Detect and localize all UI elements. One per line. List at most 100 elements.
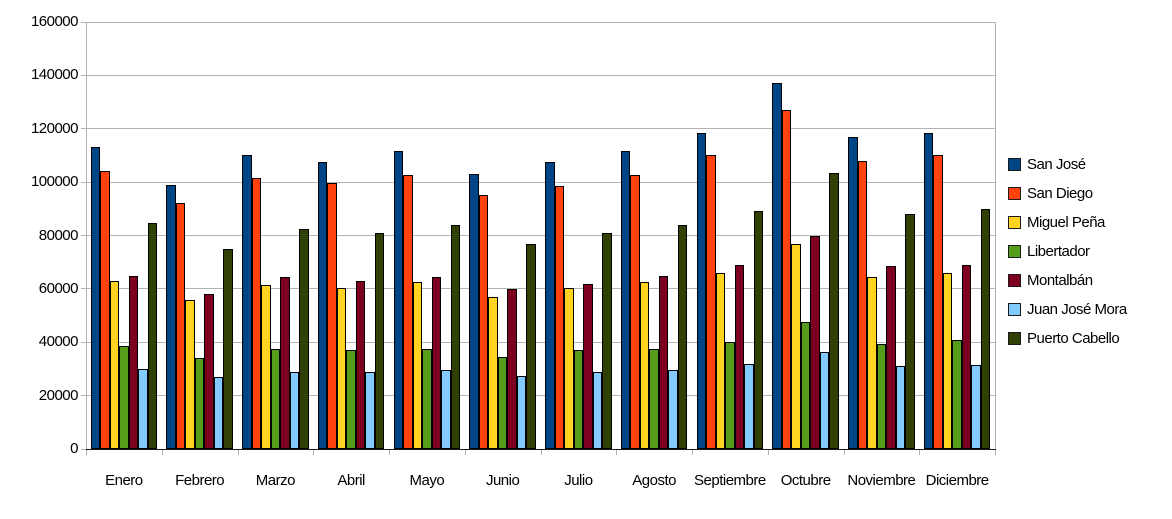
legend-swatch (1008, 303, 1021, 316)
bar-montalbán-abril (355, 280, 366, 449)
legend-item-libertador: Libertador (1008, 237, 1127, 266)
bar-libertador-marzo (270, 348, 281, 449)
x-axis-tick (995, 450, 996, 455)
y-axis-tick (81, 341, 86, 343)
bar-san-josé-mayo (393, 151, 404, 449)
bar-san-diego-agosto (630, 175, 640, 449)
bar-puerto-cabello-octubre (829, 172, 839, 449)
bar-miguel-peña-junio (488, 296, 498, 449)
bar-puerto-cabello-mayo (450, 224, 461, 449)
x-axis-label: Noviembre (847, 472, 916, 489)
legend-swatch (1008, 158, 1021, 171)
y-axis-label: 60000 (38, 279, 79, 297)
bar-puerto-cabello-junio (526, 243, 536, 449)
bar-san-diego-marzo (251, 178, 262, 449)
bar-san-diego-febrero (175, 203, 186, 449)
bar-miguel-peña-noviembre (867, 276, 877, 449)
legend-label: Juan José Mora (1027, 301, 1127, 318)
gridline (86, 128, 995, 130)
bar-miguel-peña-septiembre (715, 272, 726, 449)
x-axis-label: Octubre (780, 472, 831, 489)
legend-item-miguel-peña: Miguel Peña (1008, 208, 1127, 237)
legend-label: Miguel Peña (1027, 214, 1105, 231)
bar-montalbán-febrero (204, 294, 214, 449)
bar-juan-josé-mora-julio (592, 371, 603, 449)
bar-juan-josé-mora-agosto (668, 370, 678, 449)
legend-swatch (1008, 245, 1021, 258)
bar-san-josé-diciembre (923, 132, 934, 449)
bar-miguel-peña-agosto (639, 282, 650, 449)
bar-san-josé-junio (469, 174, 479, 449)
gridline (86, 21, 995, 23)
x-axis-label: Diciembre (925, 472, 990, 489)
bar-montalbán-noviembre (886, 266, 896, 449)
bar-montalbán-enero (128, 275, 139, 449)
gridline (86, 288, 995, 290)
bar-libertador-noviembre (876, 343, 887, 449)
bar-san-diego-noviembre (857, 160, 868, 449)
bar-juan-josé-mora-septiembre (744, 363, 754, 449)
bar-juan-josé-mora-febrero (213, 376, 224, 449)
x-axis-label: Marzo (255, 472, 296, 489)
bar-puerto-cabello-marzo (299, 228, 309, 449)
bar-miguel-peña-octubre (791, 243, 801, 449)
bar-libertador-diciembre (952, 339, 962, 449)
x-axis-label: Febrero (175, 472, 225, 489)
bar-miguel-peña-abril (336, 287, 347, 449)
y-axis-tick (81, 235, 86, 236)
x-axis-tick (767, 450, 769, 455)
x-axis-label: Septiembre (694, 472, 766, 489)
bar-montalbán-octubre (810, 235, 820, 449)
bar-san-josé-marzo (242, 155, 252, 449)
bar-juan-josé-mora-noviembre (895, 366, 906, 449)
x-axis-tick (389, 450, 390, 455)
legend-label: San Diego (1027, 185, 1093, 202)
x-axis-tick (86, 450, 87, 455)
bar-san-josé-enero (90, 147, 101, 449)
bar-san-diego-septiembre (706, 155, 716, 449)
bar-puerto-cabello-febrero (223, 248, 233, 449)
y-axis-tick (81, 288, 86, 290)
bar-san-diego-julio (554, 186, 565, 449)
bar-miguel-peña-febrero (185, 299, 195, 449)
y-axis-tick (81, 128, 86, 130)
bar-libertador-julio (573, 350, 584, 449)
y-axis-label: 0 (70, 440, 78, 457)
y-axis-tick (81, 448, 86, 450)
bar-montalbán-agosto (658, 275, 669, 449)
bar-san-josé-agosto (620, 151, 631, 449)
x-axis-tick (616, 450, 618, 455)
x-axis-label: Agosto (632, 472, 676, 489)
legend-item-montalbán: Montalbán (1008, 266, 1127, 295)
bar-san-josé-julio (545, 162, 555, 449)
bar-juan-josé-mora-mayo (441, 370, 451, 449)
legend-item-puerto-cabello: Puerto Cabello (1008, 324, 1127, 353)
bar-montalbán-junio (507, 288, 517, 449)
bar-puerto-cabello-diciembre (980, 208, 991, 449)
y-axis-label: 160000 (30, 13, 79, 30)
bar-san-diego-abril (327, 183, 337, 449)
bar-miguel-peña-diciembre (942, 272, 953, 449)
legend-item-san-josé: San José (1008, 150, 1127, 179)
legend-label: San José (1027, 156, 1086, 173)
legend-item-san-diego: San Diego (1008, 179, 1127, 208)
bar-puerto-cabello-enero (147, 223, 158, 449)
bar-san-diego-enero (100, 171, 110, 449)
bar-libertador-febrero (194, 358, 205, 449)
legend-label: Montalbán (1027, 272, 1093, 289)
legend-swatch (1008, 216, 1021, 229)
y-axis-tick (81, 395, 86, 397)
x-axis-tick (237, 450, 239, 455)
bar-montalbán-marzo (280, 276, 290, 449)
bar-juan-josé-mora-octubre (819, 351, 830, 449)
gridline (86, 395, 995, 397)
x-axis-label: Abril (337, 472, 365, 489)
bar-san-josé-octubre (772, 83, 782, 449)
bar-san-diego-junio (478, 195, 489, 449)
bar-juan-josé-mora-abril (365, 371, 375, 449)
bar-libertador-agosto (649, 348, 659, 449)
bar-puerto-cabello-agosto (677, 224, 688, 449)
y-axis-label: 20000 (38, 386, 79, 404)
bar-san-diego-mayo (403, 175, 413, 449)
legend-swatch (1008, 187, 1021, 200)
